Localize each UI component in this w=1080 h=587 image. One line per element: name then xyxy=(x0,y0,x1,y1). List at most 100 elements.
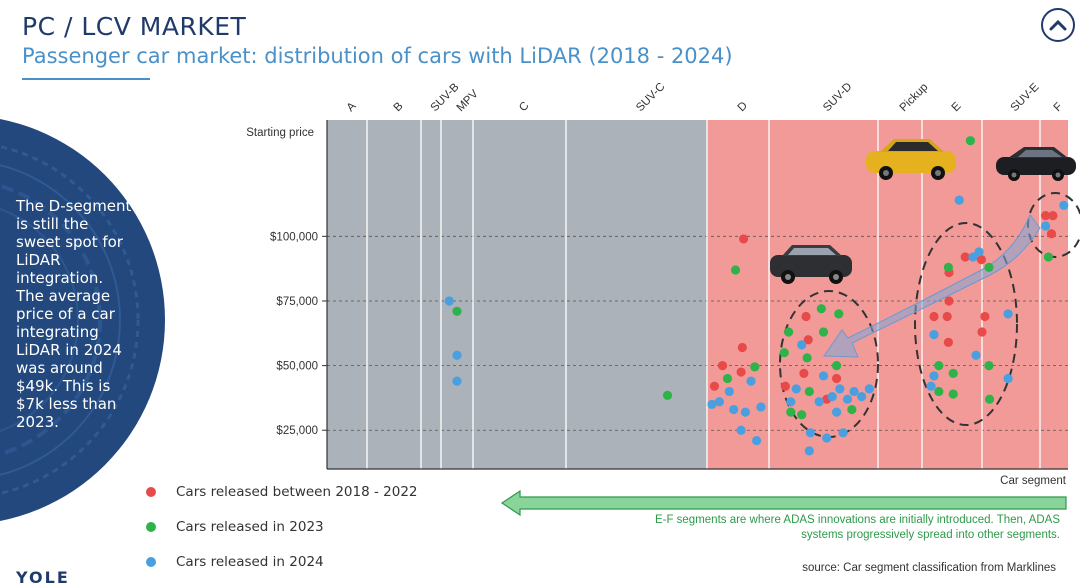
x-tick-label-d: D xyxy=(736,100,750,114)
chevron-up-icon xyxy=(1049,19,1067,31)
data-point-blue xyxy=(752,435,762,446)
car-icon-yellow-suv xyxy=(866,139,956,180)
legend-label: Cars released in 2023 xyxy=(176,519,324,535)
data-point-blue xyxy=(452,350,462,360)
data-point-blue xyxy=(822,433,832,443)
x-tick-label-c: C xyxy=(517,100,531,114)
x-tick-label-suv-c: SUV-C xyxy=(634,81,667,114)
data-point-blue xyxy=(849,386,859,397)
data-point-red xyxy=(737,342,747,353)
adas-spread-arrow xyxy=(500,489,1067,517)
data-point-blue xyxy=(835,384,845,394)
data-point-red xyxy=(943,337,954,347)
data-point-red xyxy=(799,368,809,378)
data-point-red xyxy=(738,234,749,244)
data-point-green xyxy=(784,327,794,337)
data-point-green xyxy=(934,360,944,371)
x-tick-label-pickup: Pickup xyxy=(898,81,931,114)
data-point-green xyxy=(722,373,733,384)
data-point-blue xyxy=(968,252,978,262)
data-point-red xyxy=(803,335,813,345)
data-point-green xyxy=(662,390,673,400)
data-point-green xyxy=(943,262,954,272)
cluster-e xyxy=(914,222,1018,426)
data-point-blue xyxy=(954,195,964,205)
legend-item-2024: Cars released in 2024 xyxy=(146,554,324,570)
data-point-red xyxy=(980,311,990,322)
data-point-blue xyxy=(786,397,796,407)
x-tick-label-b: B xyxy=(392,100,406,114)
title-underline xyxy=(22,78,150,80)
data-point-red xyxy=(944,296,954,306)
scroll-top-button[interactable] xyxy=(1041,8,1075,42)
data-points xyxy=(444,136,1069,456)
data-point-blue xyxy=(746,376,756,386)
data-point-green xyxy=(786,407,796,417)
data-point-red xyxy=(1046,229,1057,239)
data-point-red xyxy=(736,367,746,377)
data-point-blue xyxy=(814,397,824,407)
data-point-green xyxy=(948,368,958,378)
data-point-green xyxy=(847,404,857,415)
data-point-blue xyxy=(736,425,746,435)
data-point-blue xyxy=(797,340,807,350)
x-tick-label-suv-e: SUV-E xyxy=(1009,81,1042,114)
data-point-blue xyxy=(1003,373,1013,384)
data-point-blue xyxy=(857,392,867,402)
segment-zones xyxy=(327,120,1068,469)
zone-0 xyxy=(327,120,707,469)
data-point-blue xyxy=(714,397,725,407)
x-tick-label-f: F xyxy=(1052,101,1065,114)
legend-red-dot xyxy=(146,487,156,497)
y-tick-labels: $25,000 $50,000 $75,000 $100,000 xyxy=(270,231,318,437)
data-point-green xyxy=(1043,252,1053,262)
data-point-blue xyxy=(926,381,936,391)
data-point-blue xyxy=(729,404,739,415)
y-tick-label: $75,000 xyxy=(276,296,318,308)
data-point-blue xyxy=(827,392,837,402)
annotation-line-1: E-F segments are where ADAS innovations … xyxy=(655,514,1060,526)
source-note: source: Car segment classification from … xyxy=(802,562,1056,574)
data-point-green xyxy=(804,386,814,397)
data-point-blue xyxy=(971,350,981,360)
data-point-green xyxy=(965,136,976,146)
data-point-red xyxy=(717,360,728,371)
data-point-green xyxy=(816,304,826,314)
legend-label: Cars released between 2018 - 2022 xyxy=(176,484,418,500)
data-point-green xyxy=(948,389,958,399)
data-point-green xyxy=(934,386,944,397)
data-point-red xyxy=(976,255,987,265)
data-point-blue xyxy=(838,428,848,438)
legend-green-dot xyxy=(146,522,156,532)
data-point-red xyxy=(960,252,970,262)
y-axis-label: Starting price xyxy=(246,127,314,139)
data-point-green xyxy=(730,265,741,275)
data-point-green xyxy=(779,348,789,358)
legend-blue-dot xyxy=(146,557,156,567)
data-point-blue xyxy=(452,376,462,386)
data-point-blue xyxy=(929,329,939,340)
axes xyxy=(326,120,1068,470)
x-tick-label-e: E xyxy=(950,100,964,114)
data-point-red xyxy=(801,311,811,322)
y-tick-label: $100,000 xyxy=(270,231,318,243)
data-point-blue xyxy=(831,407,842,417)
left-decorative-panel xyxy=(0,90,165,582)
data-point-green xyxy=(831,360,842,371)
data-point-green xyxy=(452,306,462,316)
price-gridlines xyxy=(322,235,1068,431)
data-point-green xyxy=(797,410,807,420)
legend-label: Cars released in 2024 xyxy=(176,554,324,570)
migration-arrow xyxy=(823,214,1041,358)
data-point-green xyxy=(818,327,829,337)
radial-decoration xyxy=(0,119,165,521)
data-point-red xyxy=(1041,211,1051,221)
data-point-red xyxy=(942,311,952,322)
data-point-red xyxy=(977,327,987,337)
car-icon-suv xyxy=(770,245,852,284)
data-point-green xyxy=(984,262,994,272)
data-point-blue xyxy=(707,399,717,409)
y-tick-label: $25,000 xyxy=(276,425,318,437)
data-point-blue xyxy=(1041,221,1051,231)
